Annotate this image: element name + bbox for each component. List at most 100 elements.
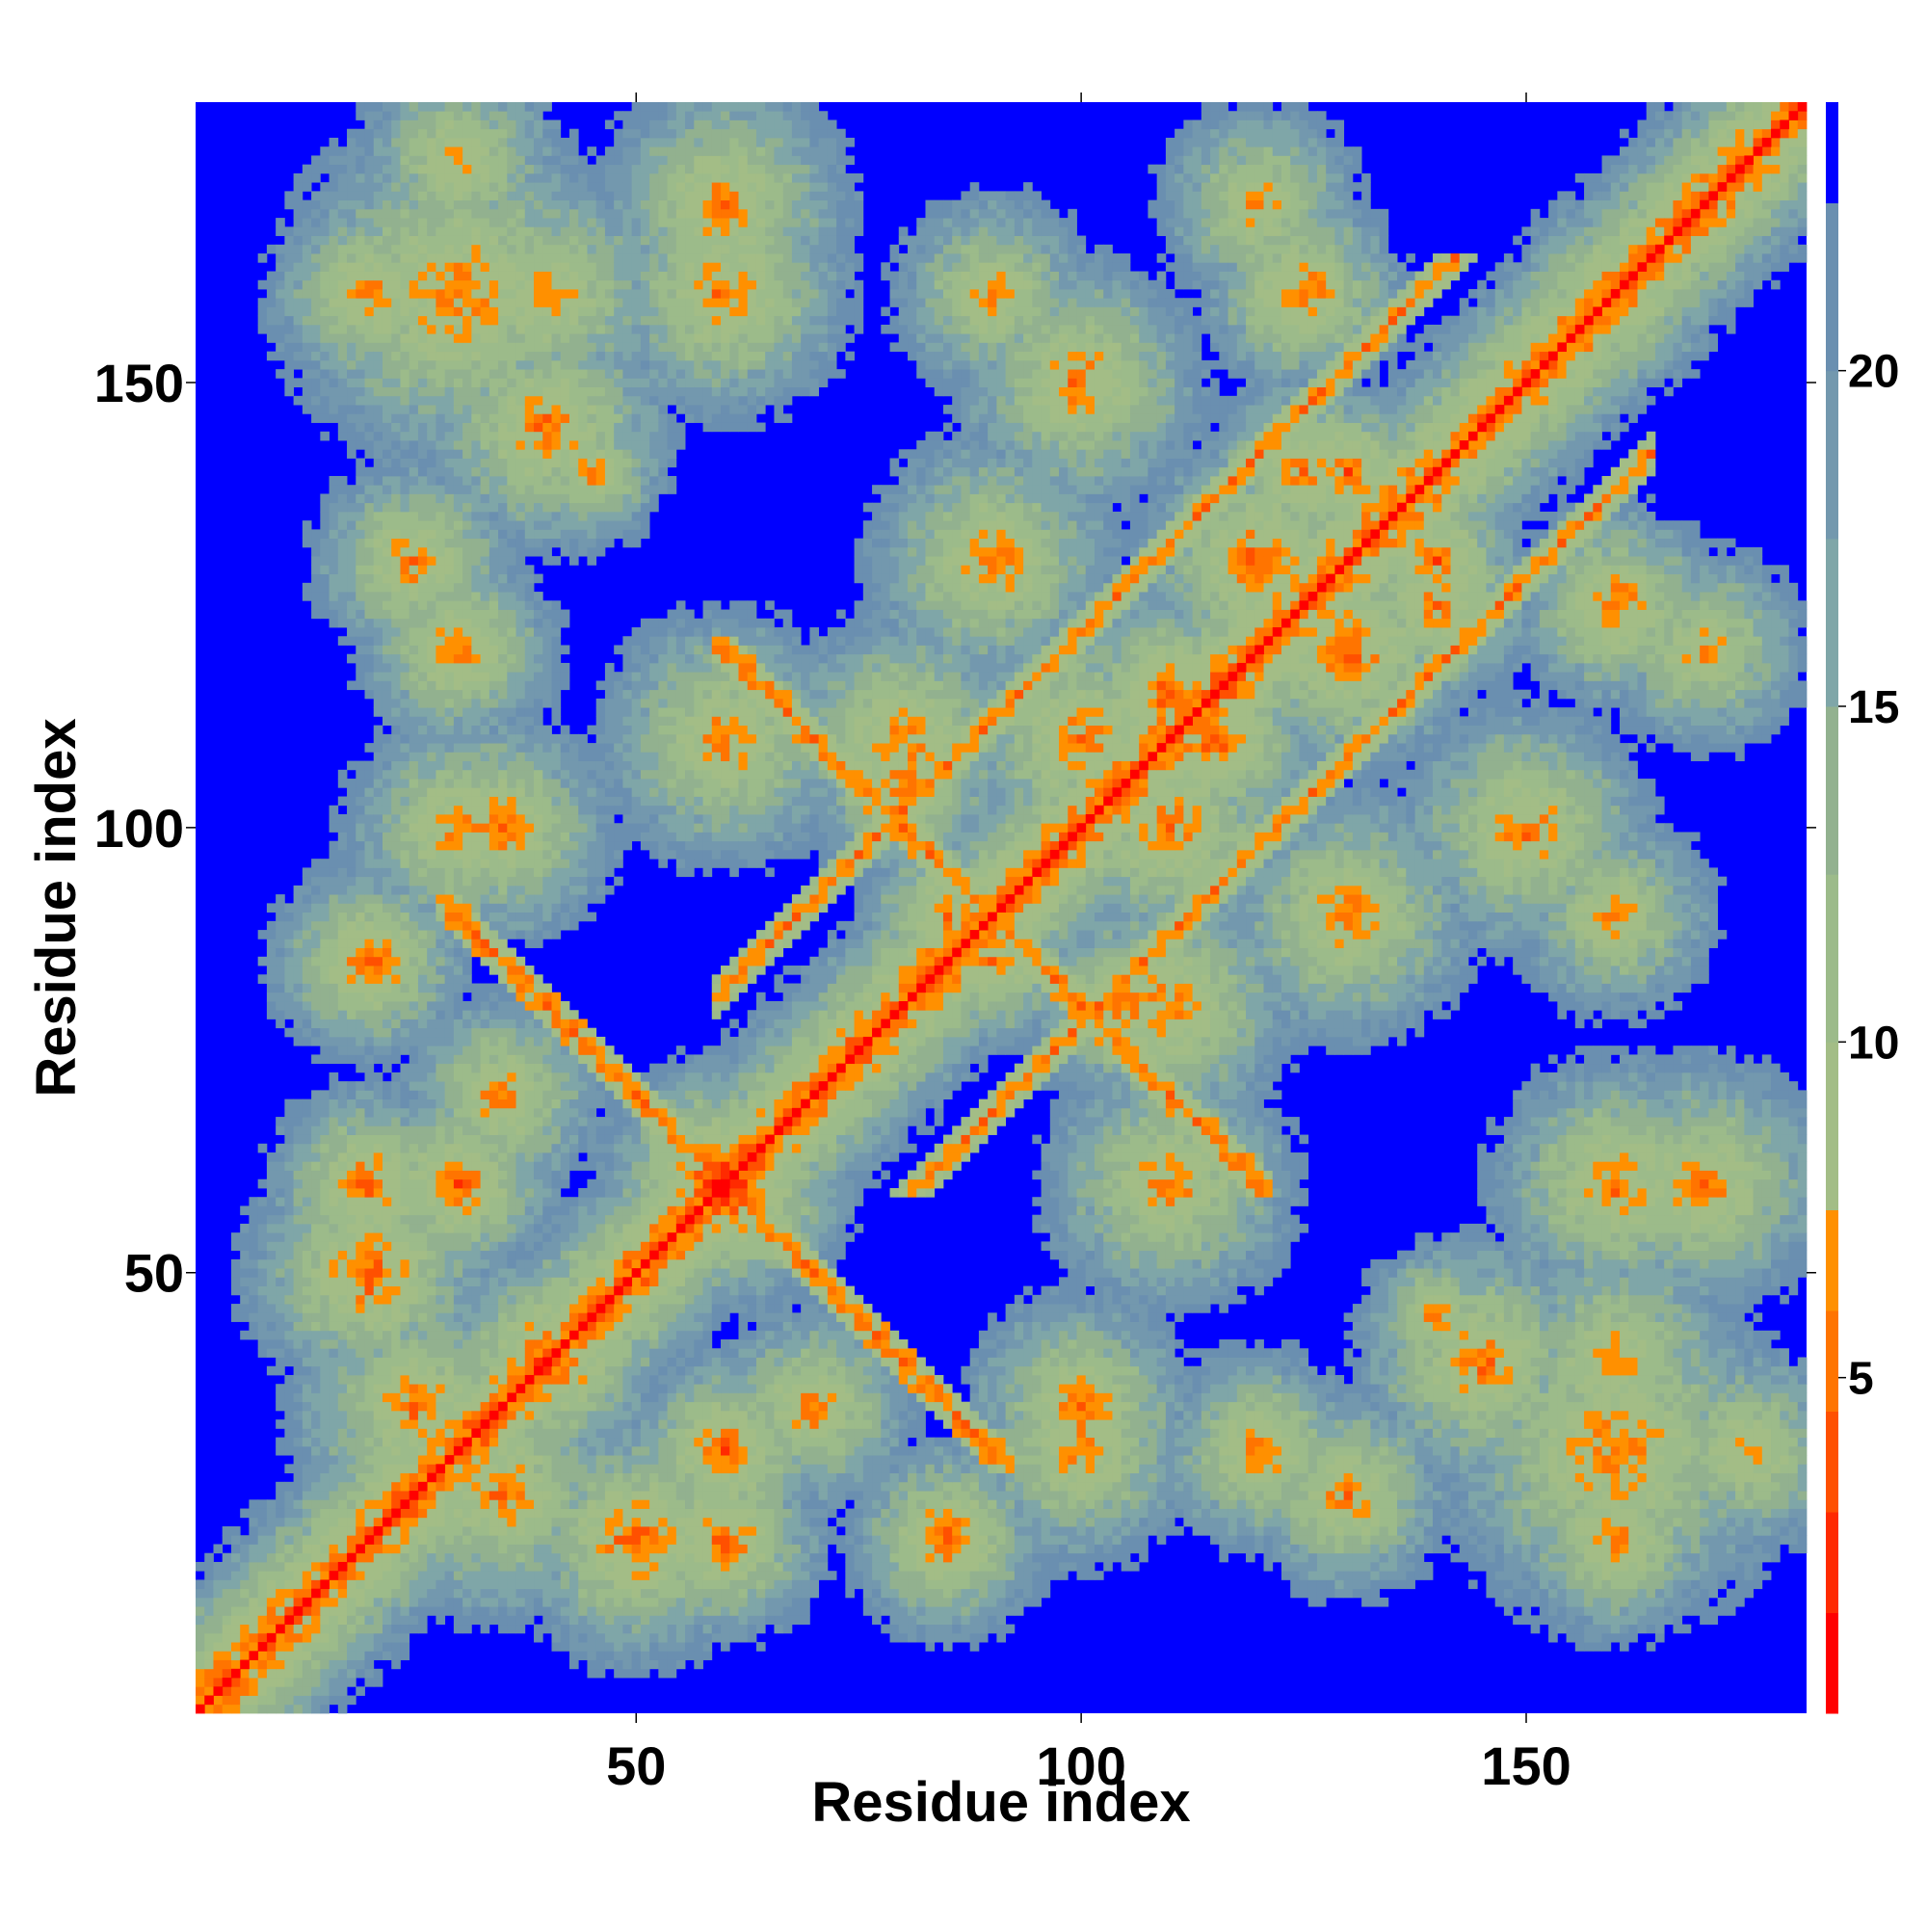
heatmap-cell [383, 503, 392, 513]
heatmap-cell [213, 1678, 223, 1687]
heatmap-cell [552, 1562, 562, 1572]
heatmap-cell [481, 1562, 490, 1572]
heatmap-cell [1504, 1579, 1514, 1589]
heatmap-cell [641, 1482, 650, 1492]
heatmap-cell [1655, 1633, 1665, 1643]
heatmap-cell [294, 903, 304, 913]
heatmap-cell [1575, 1499, 1585, 1509]
heatmap-cell [383, 1286, 392, 1296]
heatmap-cell [356, 1045, 365, 1055]
heatmap-cell [249, 1526, 258, 1536]
heatmap-cell [409, 645, 419, 654]
heatmap-cell [738, 1615, 748, 1625]
heatmap-cell [347, 1286, 356, 1296]
heatmap-cell [454, 1482, 463, 1492]
heatmap-cell [1789, 1535, 1799, 1545]
heatmap-cell [1718, 1553, 1728, 1563]
heatmap-cell [374, 1392, 383, 1402]
heatmap-cell [418, 547, 428, 557]
heatmap-cell [988, 1553, 997, 1563]
heatmap-cell [1521, 1518, 1531, 1527]
heatmap-cell [1602, 1562, 1612, 1572]
heatmap-cell [632, 1482, 642, 1492]
heatmap-cell [569, 1660, 579, 1670]
heatmap-cell [374, 690, 383, 700]
heatmap-cell [498, 1598, 508, 1607]
heatmap-cell [454, 1491, 463, 1500]
heatmap-cell [409, 146, 419, 156]
heatmap-cell [267, 1331, 277, 1340]
heatmap-cell [383, 957, 392, 966]
heatmap-cell [507, 1615, 516, 1625]
heatmap-cell [311, 1428, 321, 1438]
heatmap-cell [249, 1589, 258, 1599]
heatmap-cell [365, 1125, 375, 1135]
heatmap-cell [374, 360, 383, 370]
heatmap-cell [391, 832, 401, 841]
heatmap-cell [365, 806, 375, 815]
heatmap-cell [1424, 1491, 1434, 1500]
heatmap-cell [685, 1589, 695, 1599]
heatmap-cell [400, 1108, 409, 1118]
heatmap-cell [284, 1312, 294, 1322]
heatmap-cell [1735, 1491, 1745, 1500]
heatmap-cell [596, 1491, 606, 1500]
heatmap-cell [614, 1606, 623, 1616]
heatmap-cell [1380, 1482, 1389, 1492]
heatmap-cell [311, 1518, 321, 1527]
heatmap-cell [409, 930, 419, 940]
heatmap-cell [365, 539, 375, 548]
heatmap-cell [267, 1152, 277, 1162]
heatmap-cell [1193, 1499, 1202, 1509]
heatmap-cell [383, 850, 392, 860]
heatmap-cell [311, 1286, 321, 1296]
heatmap-cell [356, 654, 365, 664]
heatmap-cell [294, 1625, 304, 1634]
heatmap-cell [1575, 1509, 1585, 1519]
heatmap-cell [267, 1232, 277, 1242]
heatmap-cell [267, 1348, 277, 1358]
heatmap-cell [418, 974, 428, 984]
heatmap-cell [605, 1491, 615, 1500]
heatmap-cell [569, 1491, 579, 1500]
heatmap-cell [400, 1010, 409, 1019]
heatmap-cell [338, 1411, 348, 1420]
heatmap-cell [1664, 1526, 1674, 1536]
heatmap-cell [1237, 1535, 1247, 1545]
heatmap-cell [400, 1402, 409, 1412]
heatmap-cell [267, 1001, 277, 1011]
heatmap-cell [356, 111, 365, 120]
heatmap-cell [1122, 1518, 1131, 1527]
heatmap-cell [320, 877, 330, 887]
heatmap-cell [276, 1598, 285, 1607]
heatmap-cell [249, 1696, 258, 1706]
heatmap-cell [365, 1001, 375, 1011]
heatmap-cell [418, 992, 428, 1002]
heatmap-cell [276, 1259, 285, 1269]
heatmap-cell [311, 1705, 321, 1714]
heatmap-cell [1762, 1518, 1772, 1527]
heatmap-cell [311, 1001, 321, 1011]
heatmap-cell [330, 1179, 339, 1189]
heatmap-cell [418, 1579, 428, 1589]
heatmap-cell [338, 1339, 348, 1349]
heatmap-cell [356, 610, 365, 620]
heatmap-cell [748, 1633, 757, 1643]
heatmap-cell [338, 1028, 348, 1038]
heatmap-cell [418, 1339, 428, 1349]
heatmap-cell [391, 539, 401, 548]
heatmap-cell [400, 352, 409, 361]
heatmap-cell [303, 1019, 312, 1028]
heatmap-cell [1531, 1589, 1541, 1599]
heatmap-cell [1744, 1553, 1754, 1563]
heatmap-cell [240, 1277, 250, 1286]
heatmap-cell [925, 1633, 935, 1643]
heatmap-cell [561, 1509, 570, 1519]
heatmap-cell [347, 1152, 356, 1162]
heatmap-cell [383, 396, 392, 406]
heatmap-cell [311, 191, 321, 200]
heatmap-cell [1344, 1579, 1354, 1589]
heatmap-cell [267, 1518, 277, 1527]
heatmap-cell [400, 1366, 409, 1376]
heatmap-cell [409, 1259, 419, 1269]
